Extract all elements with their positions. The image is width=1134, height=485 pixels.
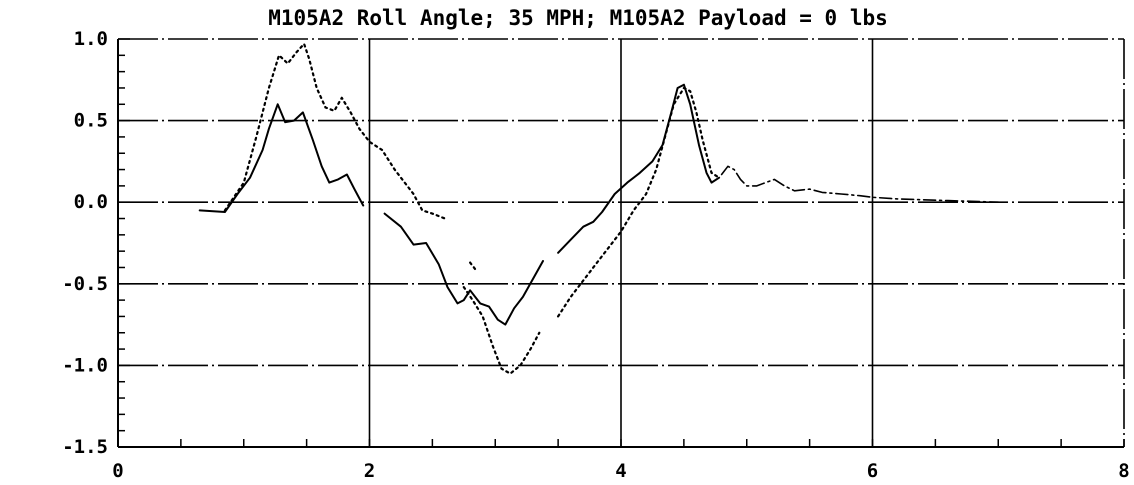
series-line-solid [383, 212, 544, 326]
grid-lines [118, 39, 1124, 447]
y-tick-labels: 1.0 0.5 0.0 -0.5 -1.0 -1.5 [62, 28, 108, 458]
x-tick-label: 2 [364, 460, 375, 482]
x-tick-label: 0 [112, 460, 123, 482]
series-line-solid [198, 103, 365, 213]
y-tick-label: -1.5 [62, 436, 108, 458]
minor-ticks [117, 38, 1125, 448]
data-series [198, 42, 1000, 375]
series-line-solid [557, 83, 721, 254]
series-line-dotted [557, 86, 721, 318]
plot-frame [117, 38, 1125, 448]
y-tick-label: -0.5 [62, 273, 108, 295]
x-tick-label: 8 [1118, 460, 1129, 482]
y-tick-label: 0.5 [74, 110, 108, 132]
series-line-dotted [223, 42, 446, 220]
y-tick-label: 0.0 [74, 191, 108, 213]
x-tick-label: 4 [615, 460, 626, 482]
series-line-dotted [462, 286, 541, 375]
y-tick-label: 1.0 [74, 28, 108, 50]
y-tick-label: -1.0 [62, 354, 108, 376]
x-tick-label: 6 [867, 460, 878, 482]
series-line-dashdot [720, 165, 1000, 203]
chart-title: M105A2 Roll Angle; 35 MPH; M105A2 Payloa… [268, 6, 888, 30]
series-line-dotted [469, 261, 478, 272]
x-tick-labels: 0 2 4 6 8 [112, 460, 1129, 482]
